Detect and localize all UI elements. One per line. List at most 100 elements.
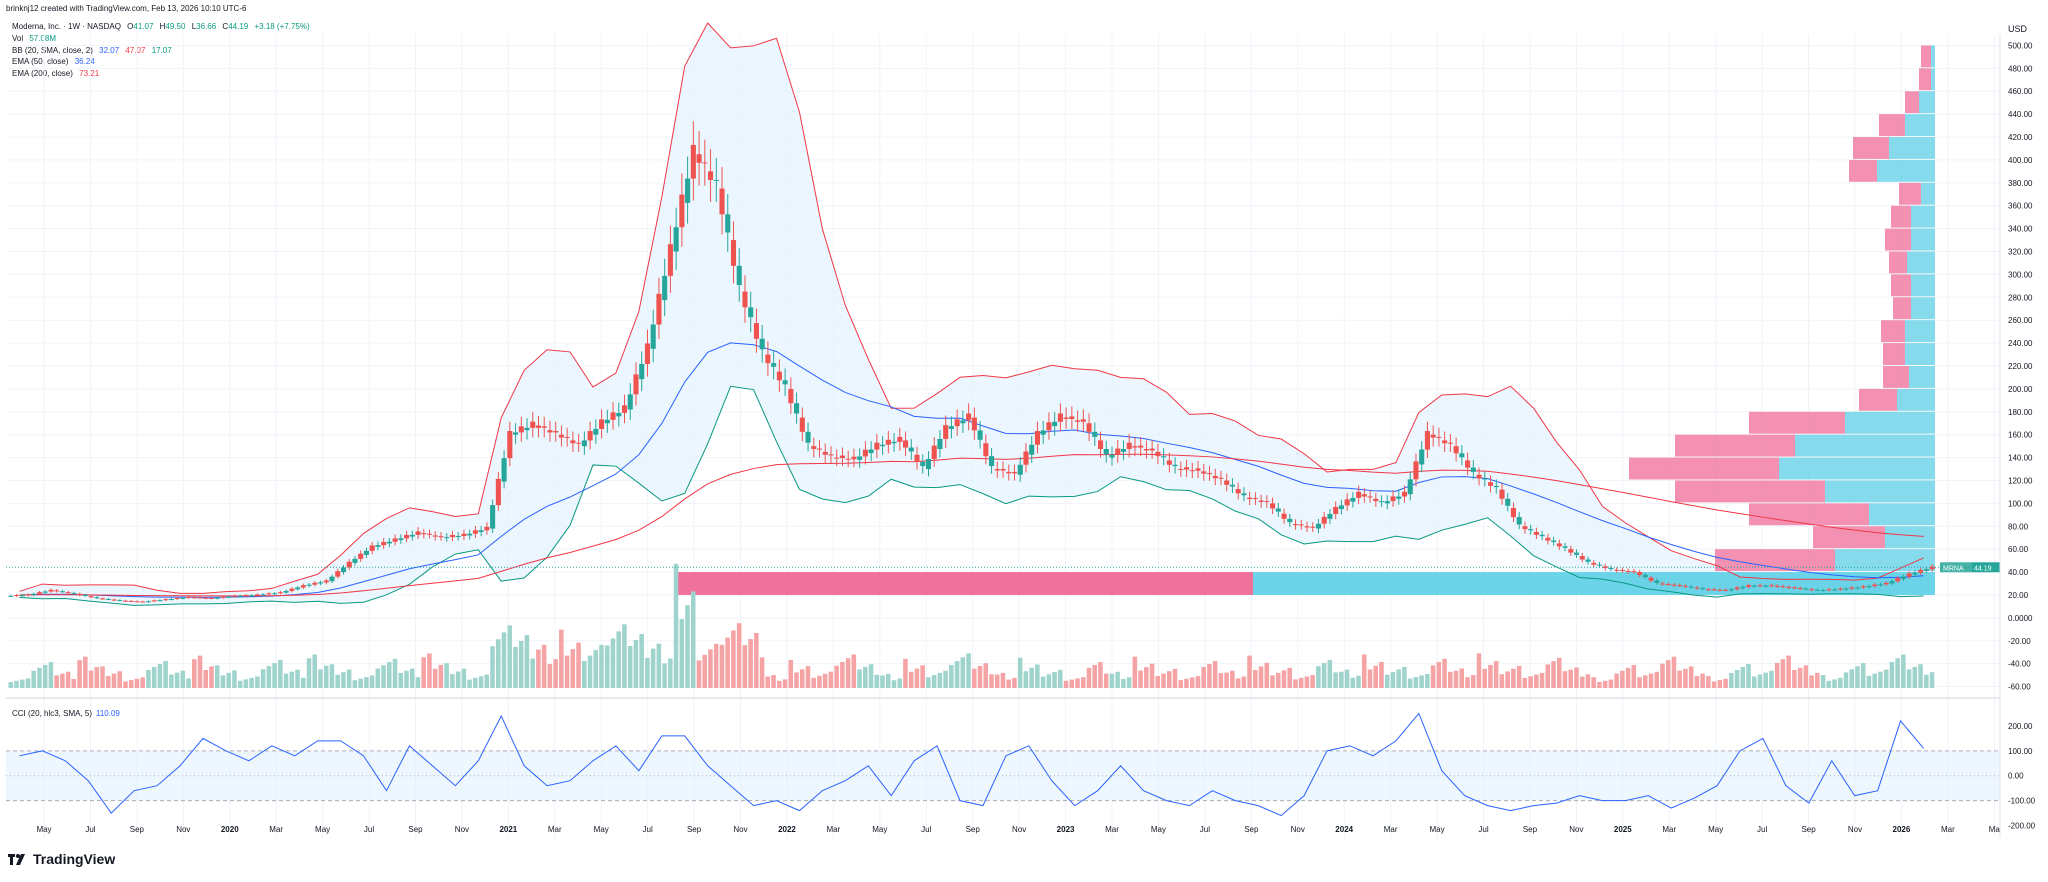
volume-bar [1000, 672, 1006, 688]
volume-bar [977, 665, 983, 688]
volume-bar [1579, 676, 1585, 688]
candle-body [1241, 493, 1247, 496]
volume-bar [415, 677, 421, 688]
candle-body [1769, 585, 1775, 587]
volume-bar [1304, 676, 1310, 688]
legend-ema200-label: EMA (200, close) [12, 69, 73, 79]
legend-bb-row[interactable]: BB (20, SMA, close, 2) 32.07 47.07 17.07 [12, 45, 310, 57]
candle-body [1642, 574, 1648, 577]
candle-body [983, 443, 989, 457]
volume-bar [1665, 660, 1671, 688]
candle-body [1161, 456, 1167, 458]
candle-body [1344, 499, 1350, 506]
legend-ema200-row[interactable]: EMA (200, close) 73.21 [12, 68, 310, 80]
volume-bar [335, 674, 340, 688]
volume-bar [272, 663, 277, 688]
candle-body [82, 594, 88, 596]
legend-symbol-row[interactable]: Moderna, Inc. · 1W · NASDAQ O41.07 H49.5… [12, 21, 310, 33]
volume-bar [897, 678, 902, 688]
vp-up-bar [1919, 91, 1935, 114]
volume-bar [1562, 671, 1568, 688]
candle-body [1826, 589, 1832, 591]
price-tick-label: 400.00 [2008, 156, 2033, 165]
time-tick-label: Jul [1478, 825, 1488, 834]
tradingview-logo[interactable]: TradingView [8, 851, 115, 867]
volume-bar [771, 675, 776, 688]
candle-body [48, 589, 54, 592]
candle-body [1671, 584, 1677, 586]
legend-close-label: C [222, 22, 229, 31]
candle-body [1539, 534, 1545, 537]
volume-bar [146, 670, 151, 688]
vp-up-bar [1931, 68, 1935, 91]
volume-bar [1075, 678, 1080, 688]
volume-bar [54, 675, 59, 688]
volume-bar [94, 667, 100, 688]
candle-body [805, 431, 811, 443]
candle-body [1809, 589, 1815, 591]
candle-body [1436, 436, 1442, 438]
legend-ema200-value: 73.21 [79, 69, 100, 79]
candle-body [1849, 587, 1855, 589]
volume-bar [1694, 676, 1700, 688]
candle-body [1740, 586, 1746, 589]
volume-bar [157, 664, 163, 688]
candle-body [1350, 497, 1356, 502]
legend-ema50-label: EMA (50, close) [12, 57, 69, 67]
candle-body [604, 419, 610, 424]
time-tick-label: 2022 [778, 825, 796, 834]
candle-body [1252, 498, 1258, 500]
volume-bar [690, 591, 696, 688]
volume-bar [610, 638, 616, 688]
candle-body [1711, 589, 1717, 591]
volume-bar [341, 672, 346, 688]
volume-bar [1293, 679, 1298, 688]
candle-body [197, 597, 203, 599]
candle-body [794, 403, 800, 414]
time-tick-label: Ma [1989, 825, 2001, 834]
volume-bar [1230, 670, 1235, 688]
volume-bar [645, 658, 650, 688]
legend-volume-row[interactable]: Vol 57.08M [12, 33, 310, 45]
vp-up-bar [1905, 320, 1935, 343]
candle-body [1545, 537, 1551, 541]
vp-up-bar [1779, 457, 1935, 480]
volume-bar [1264, 662, 1270, 688]
legend-ema50-row[interactable]: EMA (50, close) 36.24 [12, 56, 310, 68]
volume-bar [1585, 674, 1591, 688]
volume-bar [1287, 667, 1292, 688]
time-tick-label: 2021 [499, 825, 517, 834]
volume-bar [14, 680, 19, 688]
candle-body [283, 590, 289, 593]
candle-body [398, 538, 404, 541]
volume-bar [782, 679, 788, 688]
volume-bar [541, 644, 547, 688]
candle-body [1493, 485, 1499, 488]
vp-down-bar [1879, 114, 1905, 137]
candle-body [243, 595, 249, 597]
volume-bar [840, 661, 845, 688]
volume-bar [1224, 672, 1229, 688]
vp-down-bar [1891, 274, 1911, 297]
candle-body [1224, 480, 1230, 485]
candle-body [1075, 420, 1081, 422]
volume-bar [1493, 661, 1499, 688]
candle-body [1401, 491, 1408, 497]
volume-bar [1528, 676, 1533, 688]
candle-body [616, 412, 622, 417]
candle-body [948, 426, 954, 429]
volume-bar [702, 654, 707, 688]
volume-bar [1826, 680, 1832, 688]
candle-body [851, 456, 857, 460]
candle-body [1178, 469, 1184, 471]
volume-bar [243, 679, 249, 688]
volume-bar [570, 649, 576, 688]
volume-bar [1883, 669, 1889, 688]
candle-body [1791, 587, 1798, 589]
candle-body [1637, 572, 1643, 575]
volume-bar [1597, 682, 1602, 688]
candle-body [8, 595, 14, 597]
candle-body [1803, 588, 1809, 590]
volume-bar [1235, 678, 1241, 688]
